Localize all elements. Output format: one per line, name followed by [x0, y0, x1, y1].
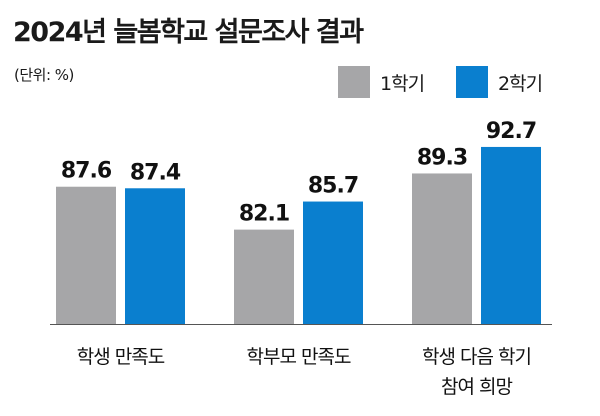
bar-series-2-cat-1 [125, 188, 185, 324]
category-label-3-line-1: 학생 다음 학기 [422, 346, 531, 368]
bar-series-1-cat-3 [412, 173, 472, 324]
value-label-series-2-cat-3: 92.7 [486, 119, 536, 144]
value-label-series-2-cat-1: 87.4 [130, 160, 181, 185]
chart-title: 2024년 늘봄학교 설문조사 결과 [13, 17, 364, 48]
category-label-3-line-2: 참여 희망 [441, 376, 512, 398]
legend-swatch-series-2 [456, 66, 488, 98]
value-label-series-1-cat-1: 87.6 [61, 159, 112, 184]
bar-series-1-cat-1 [56, 186, 116, 324]
category-label-1: 학생 만족도 [77, 346, 165, 368]
legend-item-series-1: 1학기 [338, 66, 425, 98]
legend-label-series-1: 1학기 [380, 72, 425, 95]
unit-note: (단위: %) [14, 66, 74, 84]
legend-label-series-2: 2학기 [498, 72, 543, 95]
bar-series-1-cat-2 [234, 229, 294, 324]
legend-swatch-series-1 [338, 66, 370, 98]
bar-series-2-cat-2 [303, 201, 363, 324]
value-label-series-1-cat-3: 89.3 [417, 145, 467, 170]
value-label-series-2-cat-2: 85.7 [308, 174, 358, 199]
legend-item-series-2: 2학기 [456, 66, 543, 98]
category-label-2: 학부모 만족도 [247, 346, 351, 368]
value-label-series-1-cat-2: 82.1 [239, 202, 289, 227]
bar-series-2-cat-3 [481, 146, 541, 324]
